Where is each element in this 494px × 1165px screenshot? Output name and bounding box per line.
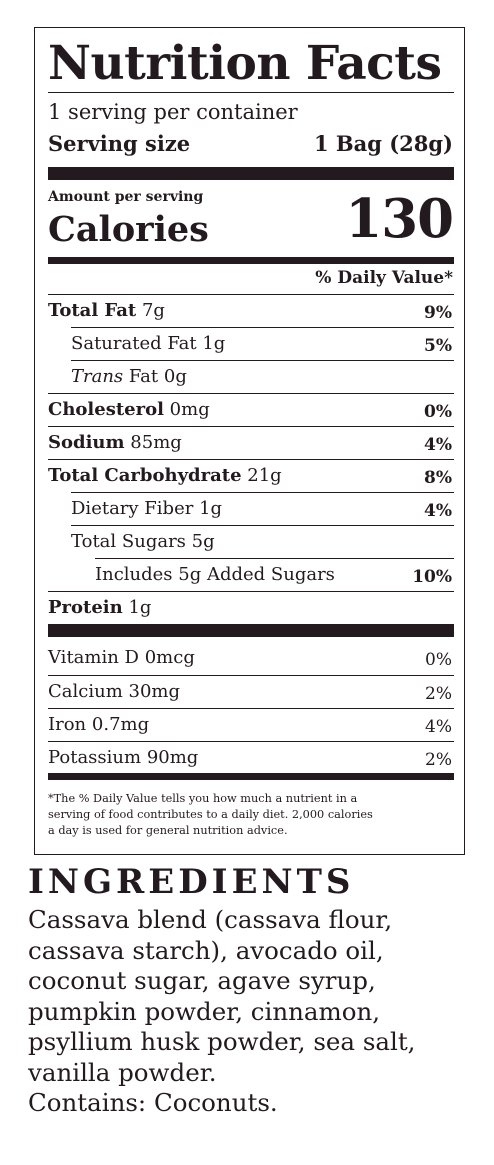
vitamin-amount: 30mg [128, 681, 181, 702]
nutrient-name-suffix: Fat [128, 366, 159, 387]
footnote-line: *The % Daily Value tells you how much a … [48, 792, 358, 805]
vitamin-row-iron: Iron 0.7mg 4% [48, 708, 454, 741]
nutrient-name: Total Fat [48, 300, 137, 321]
vitamin-row-vitamin-d: Vitamin D 0mcg 0% [48, 642, 454, 675]
footnote-line: a day is used for general nutrition advi… [48, 824, 288, 837]
vitamin-amount: 0mcg [144, 647, 195, 668]
nutrient-name: Includes 5g Added Sugars [95, 564, 335, 585]
calories-value: 130 [345, 188, 454, 250]
nutrient-daily-value: 8% [424, 468, 452, 488]
footnote-line: serving of food contributes to a daily d… [48, 808, 373, 821]
vitamin-daily-value: 2% [425, 750, 452, 770]
amount-per-serving: Amount per serving [48, 189, 204, 205]
nutrient-row-trans-fat: Trans Fat 0g [71, 360, 454, 393]
label-title: Nutrition Facts [48, 36, 442, 91]
nutrient-name: Trans [71, 366, 124, 387]
servings-per-container: 1 serving per container [48, 100, 298, 124]
nutrient-name: Dietary Fiber [71, 498, 194, 519]
nutrient-row-cholesterol: Cholesterol 0mg 0% [48, 393, 454, 426]
nutrient-daily-value: 0% [424, 402, 452, 422]
nutrient-amount: 7g [141, 300, 165, 321]
nutrient-amount: 1g [202, 333, 226, 354]
nutrient-daily-value: 9% [424, 303, 452, 323]
vitamin-name: Iron [48, 714, 87, 735]
ingredients-line: pumpkin powder, cinnamon, [28, 996, 381, 1026]
nutrient-amount: 21g [247, 465, 282, 486]
thick-divider-vitamins [48, 624, 454, 637]
nutrient-row-total-sugars: Total Sugars 5g [71, 525, 454, 558]
divider [48, 92, 454, 93]
allergen-statement: Contains: Coconuts. [28, 1088, 278, 1117]
ingredients-line: coconut sugar, agave syrup, [28, 966, 376, 995]
vitamin-name: Vitamin D [48, 647, 139, 668]
vitamin-daily-value: 2% [425, 684, 452, 704]
nutrition-facts-panel: Nutrition Facts 1 serving per container … [34, 27, 465, 855]
ingredients-line: vanilla powder. [28, 1057, 217, 1087]
calories-label: Calories [48, 209, 209, 250]
nutrient-name: Cholesterol [48, 399, 164, 420]
vitamin-daily-value: 0% [425, 650, 452, 670]
vitamin-amount: 0.7mg [91, 714, 150, 735]
ingredients-list: Cassava blend (cassava flour, cassava st… [28, 905, 488, 1119]
nutrient-row-sodium: Sodium 85mg 4% [48, 426, 454, 459]
vitamin-row-calcium: Calcium 30mg 2% [48, 675, 454, 708]
ingredients-line: cassava starch), avocado oil, [28, 935, 384, 965]
nutrient-row-saturated-fat: Saturated Fat 1g 5% [71, 327, 454, 360]
nutrient-name: Total Sugars [71, 531, 186, 552]
nutrient-daily-value: 10% [412, 567, 452, 587]
nutrient-amount: 5g [191, 531, 215, 552]
ingredients-line: Cassava blend (cassava flour, [28, 905, 393, 934]
nutrient-name: Total Carbohydrate [48, 465, 242, 486]
serving-size-value: 1 Bag (28g) [313, 131, 453, 156]
vitamin-row-potassium: Potassium 90mg 2% [48, 741, 454, 774]
ingredients-heading: INGREDIENTS [28, 862, 355, 902]
nutrient-row-protein: Protein 1g [48, 591, 454, 624]
nutrient-name: Protein [48, 597, 123, 618]
nutrient-daily-value: 4% [424, 501, 452, 521]
nutrient-amount: 0g [163, 366, 187, 387]
nutrient-daily-value: 5% [424, 336, 452, 356]
nutrient-row-total-fat: Total Fat 7g 9% [48, 294, 454, 327]
nutrient-row-total-carbohydrate: Total Carbohydrate 21g 8% [48, 459, 454, 492]
nutrient-row-dietary-fiber: Dietary Fiber 1g 4% [71, 492, 454, 525]
nutrient-daily-value: 4% [424, 435, 452, 455]
bottom-divider [48, 773, 454, 780]
nutrient-amount: 85mg [130, 432, 182, 453]
vitamin-amount: 90mg [146, 747, 199, 768]
vitamin-name: Calcium [48, 681, 123, 702]
ingredients-line: psyllium husk powder, sea salt, [28, 1027, 416, 1056]
nutrient-name: Sodium [48, 432, 125, 453]
serving-size-label: Serving size [48, 131, 191, 156]
vitamin-name: Potassium [48, 747, 142, 768]
nutrient-name: Saturated Fat [71, 333, 197, 354]
nutrient-amount: 1g [128, 597, 152, 618]
nutrient-row-added-sugars: Includes 5g Added Sugars 10% [95, 558, 454, 591]
nutrient-amount: 0mg [169, 399, 210, 420]
vitamin-daily-value: 4% [425, 717, 452, 737]
medium-divider [48, 257, 454, 264]
thick-divider [48, 167, 454, 180]
daily-value-header: % Daily Value* [315, 268, 453, 288]
nutrient-amount: 1g [199, 498, 223, 519]
